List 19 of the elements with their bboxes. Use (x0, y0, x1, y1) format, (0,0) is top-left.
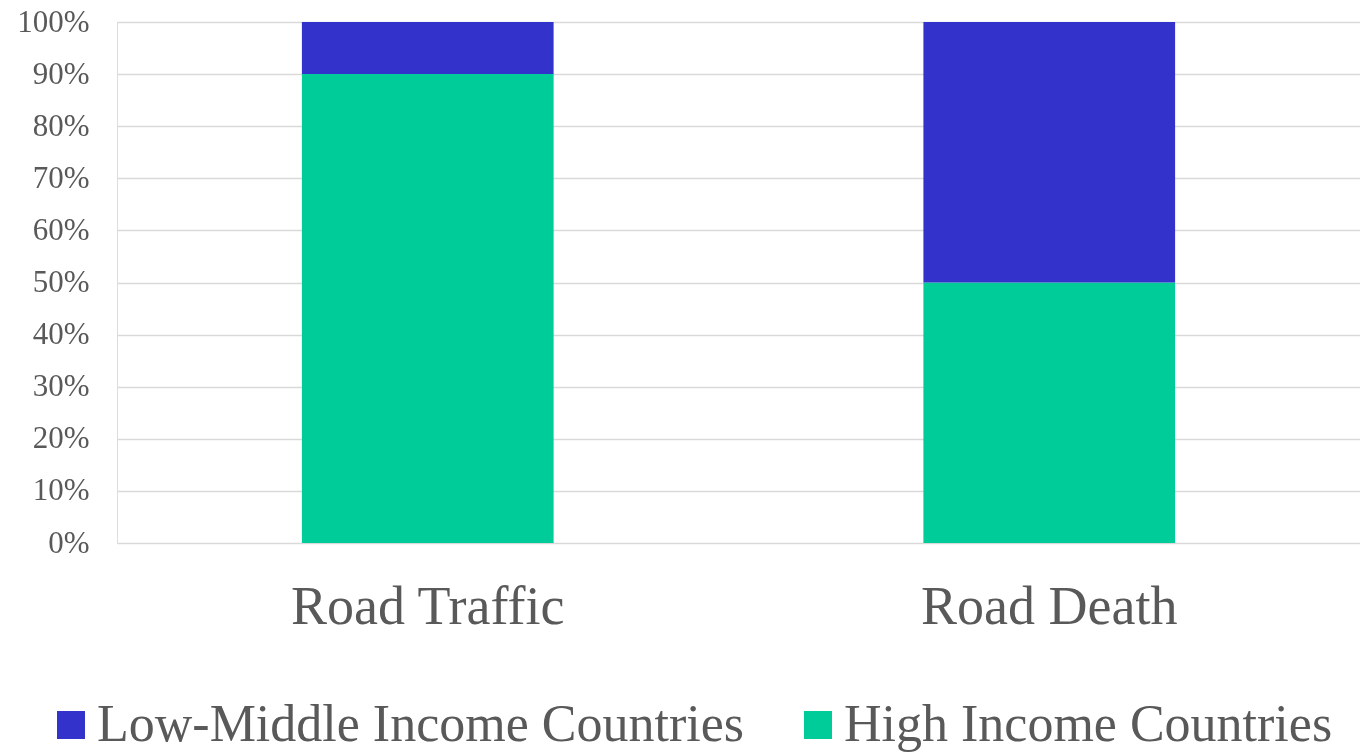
bar (923, 282, 1176, 543)
bar (301, 22, 554, 75)
y-tick-label: 30% (32, 368, 90, 404)
x-tick-label: Road Death (921, 575, 1178, 636)
y-tick-label: 0% (48, 524, 90, 560)
y-tick-label: 80% (32, 107, 90, 143)
legend-label: Low-Middle Income Countries (97, 695, 744, 752)
legend-label: High Income Countries (844, 695, 1333, 752)
y-tick-label: 100% (17, 3, 90, 39)
y-tick-label: 20% (32, 420, 90, 456)
bar (301, 74, 554, 543)
y-tick-label: 10% (32, 472, 90, 508)
y-tick-label: 50% (32, 264, 90, 299)
y-tick-label: 90% (32, 55, 90, 91)
y-tick-label: 60% (32, 211, 90, 247)
y-tick-label: 40% (32, 316, 90, 352)
x-tick-label: Road Traffic (290, 575, 565, 636)
bar (923, 22, 1176, 283)
y-tick-label: 70% (32, 159, 90, 195)
